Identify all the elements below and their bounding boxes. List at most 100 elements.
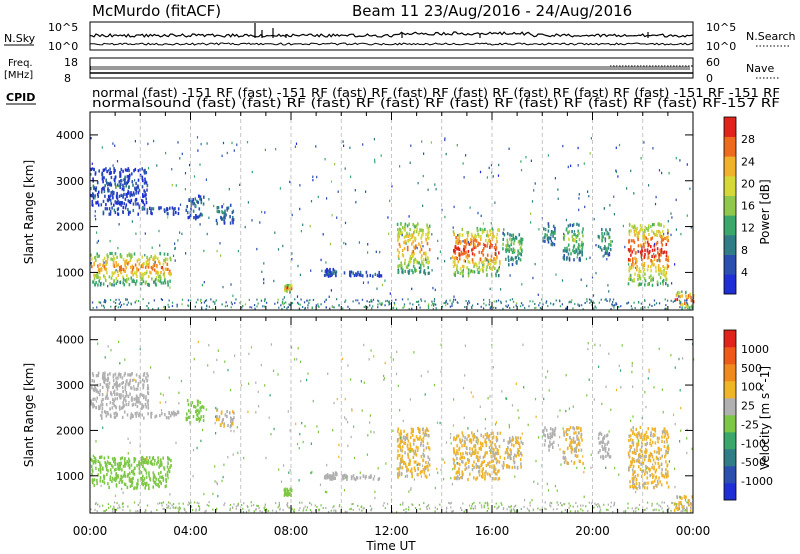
scatter-cell — [461, 509, 463, 511]
scatter-cell — [94, 210, 96, 213]
scatter-cell — [120, 393, 122, 397]
scatter-cell — [623, 510, 625, 513]
scatter-cell — [651, 248, 654, 252]
scatter-cell — [141, 460, 143, 464]
scatter-cell — [96, 275, 98, 279]
scatter-cell — [291, 302, 294, 304]
scatter-cell — [425, 256, 427, 260]
scatter-cell — [461, 227, 464, 231]
scatter-cell — [256, 305, 258, 308]
scatter-cell — [168, 299, 170, 302]
scatter-cell — [128, 476, 131, 480]
scatter-cell — [630, 169, 632, 173]
power-scatter-cells — [90, 136, 695, 311]
scatter-cell — [98, 270, 101, 275]
scatter-cell — [327, 510, 330, 513]
scatter-cell — [99, 455, 102, 459]
scatter-cell — [286, 307, 288, 310]
scatter-cell — [597, 436, 600, 440]
scatter-cell — [495, 436, 498, 440]
scatter-cell — [567, 446, 569, 450]
scatter-cell — [411, 268, 413, 273]
scatter-cell — [267, 510, 269, 512]
scatter-cell — [111, 479, 113, 483]
scatter-cell — [112, 465, 114, 469]
scatter-cell — [202, 202, 205, 206]
scatter-cell — [101, 410, 103, 414]
scatter-cell — [680, 510, 682, 513]
scatter-cell — [397, 427, 400, 431]
scatter-cell — [121, 480, 123, 484]
scatter-cell — [579, 250, 582, 254]
scatter-cell — [154, 458, 156, 463]
scatter-cell — [146, 269, 148, 274]
scatter-cell — [128, 463, 131, 467]
scatter-cell — [118, 223, 120, 226]
scatter-cell — [486, 436, 488, 440]
scatter-cell — [92, 387, 95, 391]
scatter-cell — [639, 425, 642, 430]
scatter-cell — [129, 378, 132, 382]
scatter-cell — [418, 437, 421, 441]
scatter-cell — [123, 202, 125, 206]
scatter-cell — [638, 455, 640, 459]
scatter-cell — [494, 243, 497, 247]
scatter-cell — [122, 275, 124, 279]
scatter-cell — [491, 235, 493, 239]
scatter-cell — [458, 448, 460, 452]
scatter-cell — [189, 502, 191, 505]
scatter-cell — [550, 434, 552, 438]
scatter-cell — [646, 501, 649, 504]
scatter-cell — [144, 168, 146, 172]
scatter-cell — [136, 464, 138, 468]
scatter-cell — [160, 281, 163, 285]
scatter-cell — [431, 233, 433, 236]
scatter-cell — [552, 234, 554, 238]
scatter-cell — [412, 223, 414, 227]
scatter-cell — [352, 271, 354, 275]
scatter-cell — [287, 287, 290, 291]
scatter-cell — [317, 305, 319, 308]
scatter-cell — [165, 208, 168, 212]
scatter-cell — [122, 281, 124, 285]
scatter-cell — [112, 397, 114, 401]
scatter-cell — [105, 167, 107, 171]
scatter-cell — [106, 257, 109, 261]
scatter-cell — [633, 483, 636, 487]
scatter-cell — [409, 238, 411, 242]
scatter-cell — [415, 230, 418, 234]
scatter-cell — [330, 509, 332, 512]
scatter-cell — [426, 223, 428, 227]
scatter-cell — [505, 249, 507, 254]
scatter-cell — [97, 275, 99, 279]
scatter-cell — [636, 442, 638, 446]
scatter-cell — [603, 436, 605, 440]
scatter-cell — [490, 163, 493, 167]
scatter-cell — [487, 234, 490, 238]
scatter-cell — [653, 255, 656, 259]
scatter-cell — [478, 271, 480, 275]
scatter-cell — [661, 501, 663, 504]
scatter-cell — [124, 177, 126, 181]
scatter-cell — [400, 261, 402, 265]
scatter-cell — [159, 275, 162, 279]
scatter-cell — [97, 390, 100, 394]
scatter-cell — [581, 240, 583, 244]
scatter-cell — [427, 468, 429, 472]
scatter-cell — [417, 437, 420, 441]
scatter-cell — [581, 248, 583, 252]
scatter-cell — [414, 246, 416, 250]
scatter-cell — [202, 414, 205, 419]
scatter-cell — [491, 441, 493, 445]
scatter-cell — [143, 272, 145, 276]
scatter-cell — [475, 462, 478, 466]
scatter-cell — [117, 246, 119, 250]
scatter-cell — [106, 386, 109, 390]
scatter-cell — [216, 408, 219, 412]
scatter-cell — [231, 410, 234, 414]
scatter-cell — [153, 473, 155, 477]
scatter-cell — [615, 146, 617, 149]
scatter-cell — [94, 461, 97, 465]
scatter-cell — [495, 236, 498, 240]
